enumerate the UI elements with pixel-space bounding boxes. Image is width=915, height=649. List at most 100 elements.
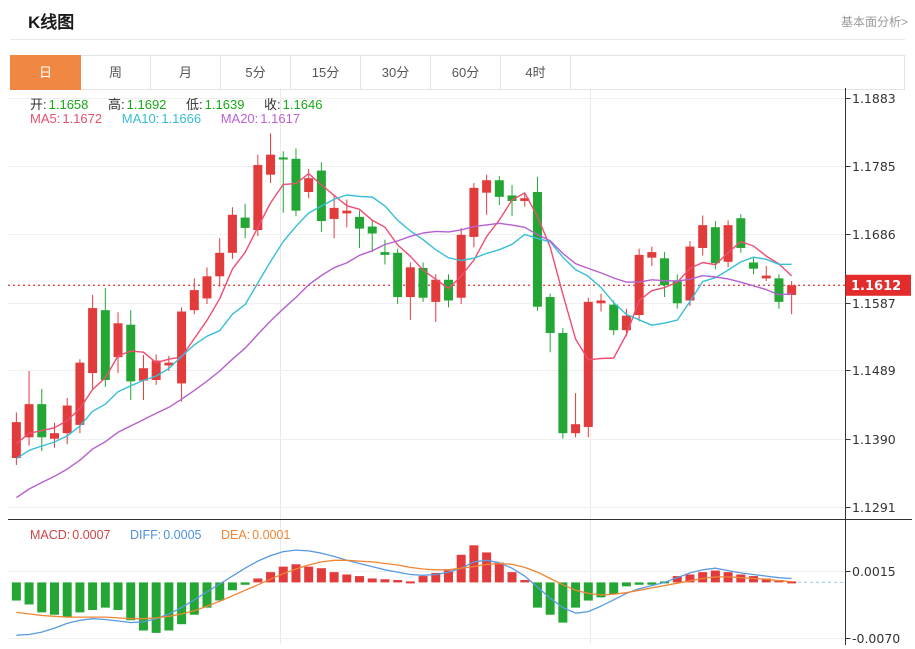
macd-bar bbox=[469, 545, 479, 583]
macd-bar bbox=[443, 570, 453, 583]
ohlc-low: 低: 1.1639 bbox=[186, 97, 245, 112]
panel-borders bbox=[8, 88, 912, 645]
candle-body bbox=[494, 180, 504, 197]
macd-bar bbox=[37, 582, 47, 613]
macd-bar bbox=[240, 582, 250, 585]
candle-body bbox=[113, 323, 123, 358]
macd-bar bbox=[749, 576, 759, 583]
ma20-readout: MA20: 1.1617 bbox=[220, 111, 301, 126]
ma-readout: MA5: 1.1672 MA10: 1.1666 MA20: 1.1617 bbox=[30, 111, 316, 126]
y-tick-label: 1.1390 bbox=[852, 432, 896, 447]
y-tick-label: 1.1291 bbox=[852, 500, 896, 515]
candles bbox=[11, 133, 797, 465]
candle-body bbox=[253, 165, 263, 230]
tab-4hour[interactable]: 4时 bbox=[501, 56, 571, 89]
candle-body bbox=[545, 297, 555, 333]
macd-bar bbox=[253, 578, 263, 583]
macd-bar bbox=[355, 576, 365, 583]
page-title: K线图 bbox=[28, 13, 75, 32]
candle-body bbox=[456, 234, 466, 298]
macd-bar bbox=[380, 579, 390, 583]
macd-bar bbox=[405, 581, 415, 584]
macd-bar bbox=[596, 582, 606, 598]
candle-body bbox=[583, 301, 593, 427]
candle-body bbox=[11, 422, 21, 459]
macd-bar bbox=[75, 582, 85, 613]
candle-body bbox=[62, 405, 72, 434]
candle-body bbox=[660, 258, 670, 286]
macd-bar bbox=[329, 572, 339, 583]
macd-bar bbox=[698, 572, 708, 583]
macd-value: MACD: 0.0007 bbox=[30, 528, 111, 542]
candle-body bbox=[749, 262, 759, 269]
tab-month[interactable]: 月 bbox=[151, 56, 221, 89]
macd-bar bbox=[609, 582, 619, 595]
candle-body bbox=[787, 285, 797, 295]
candle-body bbox=[126, 324, 136, 382]
macd-bar bbox=[558, 582, 568, 623]
y-tick-label: 1.1587 bbox=[852, 296, 896, 311]
ma20-line bbox=[16, 222, 792, 499]
macd-bar bbox=[189, 582, 199, 615]
title-divider bbox=[10, 39, 905, 40]
macd-bar bbox=[316, 568, 326, 583]
macd-bar bbox=[202, 582, 212, 608]
fundamental-analysis-link[interactable]: 基本面分析> bbox=[840, 15, 908, 29]
macd-bar bbox=[672, 576, 682, 583]
macd-bar bbox=[227, 582, 237, 591]
macd-bar bbox=[647, 582, 657, 585]
candle-body bbox=[227, 214, 237, 253]
macd-bar bbox=[62, 582, 72, 618]
macd-readout: MACD: 0.0007 DIFF: 0.0005 DEA: 0.0001 bbox=[30, 528, 306, 542]
macd-bar bbox=[418, 576, 428, 583]
macd-bar bbox=[761, 578, 771, 583]
diff-line bbox=[16, 549, 792, 636]
ma-lines bbox=[15, 172, 793, 499]
macd-bar bbox=[736, 574, 746, 583]
tab-15min[interactable]: 15分 bbox=[291, 56, 361, 89]
y-axis: 1.1883 1.1785 1.1686 1.1587 1.1489 1.1390 1.12… bbox=[8, 91, 896, 515]
candle-body bbox=[405, 267, 415, 298]
candle-body bbox=[761, 275, 771, 279]
ohlc-close: 收: 1.1646 bbox=[264, 97, 323, 112]
candle-body bbox=[342, 210, 352, 214]
candle-body bbox=[736, 218, 746, 248]
macd-bar bbox=[88, 582, 98, 611]
candle-body bbox=[138, 368, 148, 381]
candle-body bbox=[418, 268, 428, 298]
candle-body bbox=[355, 216, 365, 229]
tab-5min[interactable]: 5分 bbox=[221, 56, 291, 89]
macd-axis: 0.0015 -0.0070 bbox=[8, 564, 900, 646]
candle-body bbox=[380, 252, 390, 255]
candle-body bbox=[482, 180, 492, 193]
candle-body bbox=[571, 424, 581, 434]
macd-bar bbox=[494, 562, 504, 583]
candle-body bbox=[278, 157, 288, 160]
candle-body bbox=[75, 362, 85, 425]
macd-bar bbox=[49, 582, 59, 615]
macd-bar bbox=[164, 582, 174, 631]
candle-body bbox=[558, 332, 568, 434]
tab-day[interactable]: 日 bbox=[10, 55, 81, 90]
candle-body bbox=[647, 252, 657, 258]
y-tick-label: 1.1489 bbox=[852, 363, 896, 378]
candle-body bbox=[177, 311, 187, 384]
macd-bar bbox=[787, 581, 797, 584]
macd-bar bbox=[342, 574, 352, 583]
tab-60min[interactable]: 60分 bbox=[431, 56, 501, 89]
macd-bar bbox=[291, 564, 301, 583]
y-tick-label: 1.1686 bbox=[852, 227, 896, 242]
macd-bar bbox=[367, 578, 377, 583]
tab-week[interactable]: 周 bbox=[81, 56, 151, 89]
candle-body bbox=[710, 227, 720, 264]
candle-body bbox=[723, 225, 733, 262]
candle-body bbox=[367, 226, 377, 234]
macd-bar bbox=[685, 574, 695, 583]
candle-body bbox=[49, 433, 59, 439]
macd-bar bbox=[177, 582, 187, 625]
tab-30min[interactable]: 30分 bbox=[361, 56, 431, 89]
candle-body bbox=[266, 154, 276, 175]
macd-bar bbox=[11, 582, 21, 601]
ma10-readout: MA10: 1.1666 bbox=[121, 111, 202, 126]
candle-body bbox=[520, 198, 530, 201]
